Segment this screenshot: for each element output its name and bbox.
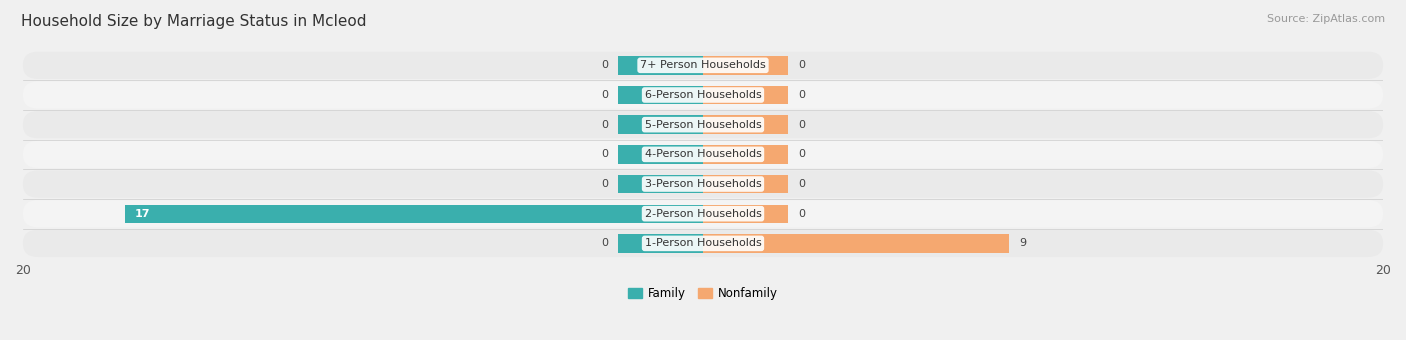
Text: 2-Person Households: 2-Person Households	[644, 209, 762, 219]
Text: 0: 0	[799, 179, 806, 189]
Bar	[703, 204, 787, 223]
Bar	[703, 116, 787, 134]
Text: 0: 0	[600, 238, 607, 249]
Text: 0: 0	[799, 149, 806, 159]
Bar	[619, 116, 703, 134]
Text: 5-Person Households: 5-Person Households	[644, 120, 762, 130]
Text: 1-Person Households: 1-Person Households	[644, 238, 762, 249]
Bar	[619, 234, 703, 253]
Bar	[619, 56, 703, 74]
Text: 0: 0	[600, 60, 607, 70]
Text: Source: ZipAtlas.com: Source: ZipAtlas.com	[1267, 14, 1385, 23]
Bar	[703, 175, 787, 193]
Bar	[703, 234, 1010, 253]
Text: 0: 0	[799, 209, 806, 219]
Bar	[619, 86, 703, 104]
Text: 0: 0	[799, 120, 806, 130]
Text: 7+ Person Households: 7+ Person Households	[640, 60, 766, 70]
FancyBboxPatch shape	[22, 141, 1384, 168]
Legend: Family, Nonfamily: Family, Nonfamily	[628, 287, 778, 300]
Text: 0: 0	[799, 90, 806, 100]
Bar	[703, 86, 787, 104]
Text: 9: 9	[1019, 238, 1026, 249]
Bar	[619, 175, 703, 193]
Text: 6-Person Households: 6-Person Households	[644, 90, 762, 100]
FancyBboxPatch shape	[22, 230, 1384, 257]
Text: 0: 0	[600, 90, 607, 100]
Text: 0: 0	[600, 120, 607, 130]
Bar	[125, 204, 703, 223]
Text: Household Size by Marriage Status in Mcleod: Household Size by Marriage Status in Mcl…	[21, 14, 367, 29]
Text: 0: 0	[600, 179, 607, 189]
Bar	[619, 145, 703, 164]
Text: 3-Person Households: 3-Person Households	[644, 179, 762, 189]
Text: 0: 0	[799, 60, 806, 70]
FancyBboxPatch shape	[22, 52, 1384, 79]
FancyBboxPatch shape	[22, 170, 1384, 198]
FancyBboxPatch shape	[22, 111, 1384, 138]
FancyBboxPatch shape	[22, 200, 1384, 227]
FancyBboxPatch shape	[22, 81, 1384, 109]
Bar	[703, 145, 787, 164]
Text: 17: 17	[135, 209, 150, 219]
Bar	[703, 56, 787, 74]
Text: 0: 0	[600, 149, 607, 159]
Text: 4-Person Households: 4-Person Households	[644, 149, 762, 159]
